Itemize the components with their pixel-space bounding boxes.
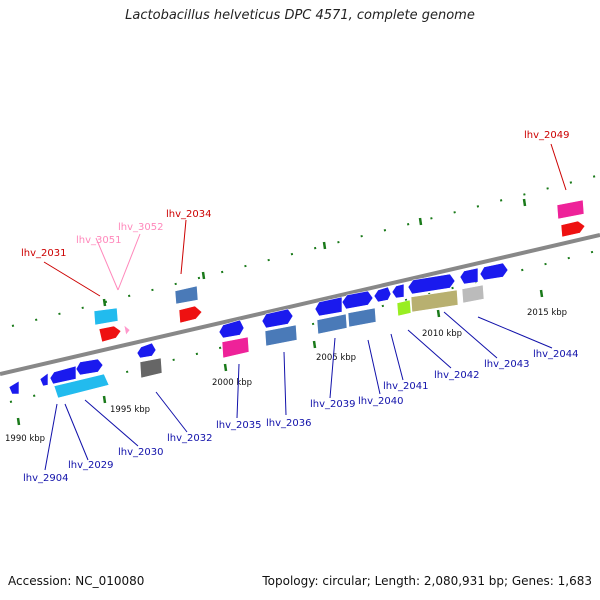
cds-feature[interactable]	[8, 380, 20, 395]
major-tick	[436, 309, 441, 318]
tick-label: 1990 kbp	[5, 434, 45, 444]
tick-label: 2000 kbp	[212, 378, 252, 388]
cds-feature[interactable]	[314, 296, 343, 317]
gene-label[interactable]: lhv_3051	[76, 235, 121, 246]
scale-labels: 1990 kbp 1995 kbp 2000 kbp 2005 kbp 2010…	[5, 308, 567, 444]
cds-feature[interactable]	[218, 319, 245, 339]
tick-label: 2010 kbp	[422, 329, 462, 339]
cds-feature[interactable]	[53, 373, 110, 399]
gene-label[interactable]: lhv_2042	[434, 370, 479, 381]
cds-feature[interactable]	[461, 284, 485, 304]
guide-track-upper	[11, 174, 600, 327]
tick-label: 1995 kbp	[110, 405, 150, 415]
cds-feature[interactable]	[39, 372, 49, 387]
leader-line	[550, 143, 567, 191]
gene-label[interactable]: lhv_2031	[21, 248, 66, 259]
major-tick	[522, 198, 527, 207]
leader-line	[329, 337, 336, 399]
cds-feature[interactable]	[174, 285, 199, 305]
topology-text: Topology: circular; Length: 2,080,931 bp…	[262, 574, 592, 588]
cds-feature[interactable]	[556, 199, 585, 220]
major-tick	[102, 395, 107, 404]
cds-feature[interactable]	[49, 365, 77, 385]
major-tick	[223, 363, 228, 372]
leader-line	[43, 261, 101, 297]
tick-label: 2005 kbp	[316, 353, 356, 363]
major-tick	[201, 271, 206, 280]
cds-feature[interactable]	[410, 289, 459, 313]
cds-feature[interactable]	[178, 305, 203, 324]
leader-line	[236, 363, 240, 419]
gene-label[interactable]: lhv_2904	[23, 473, 68, 484]
gene-label[interactable]: lhv_2041	[383, 381, 428, 392]
leader-lines	[43, 143, 567, 471]
leader-line	[390, 333, 404, 381]
cds-feature[interactable]	[136, 342, 157, 359]
gene-label[interactable]: lhv_2036	[266, 418, 311, 429]
cds-feature[interactable]	[396, 299, 412, 317]
leader-line	[84, 399, 139, 447]
gene-labels: lhv_2904 lhv_2029 lhv_2030 lhv_2031 lhv_…	[21, 130, 578, 484]
leader-line	[117, 233, 141, 291]
leader-line	[44, 403, 58, 471]
gene-label[interactable]: lhv_2043	[484, 359, 529, 370]
genome-backbone	[0, 233, 600, 376]
cds-feature[interactable]	[221, 336, 250, 359]
leader-line	[443, 311, 498, 359]
major-tick	[312, 340, 317, 349]
cds-feature[interactable]	[407, 273, 456, 295]
gene-label[interactable]: lhv_2040	[358, 396, 403, 407]
tick-label: 2015 kbp	[527, 308, 567, 318]
map-title: Lactobacillus helveticus DPC 4571, compl…	[125, 8, 475, 23]
major-tick	[539, 289, 544, 298]
cds-feature[interactable]	[264, 324, 298, 347]
major-tick	[418, 217, 423, 226]
cds-feature[interactable]	[123, 324, 131, 336]
cds-feature[interactable]	[373, 286, 392, 303]
gene-label[interactable]: lhv_2049	[524, 130, 569, 141]
cds-feature[interactable]	[316, 313, 348, 335]
gene-label[interactable]: lhv_2030	[118, 447, 163, 458]
cds-feature[interactable]	[391, 283, 405, 299]
cds-feature[interactable]	[479, 262, 509, 281]
guide-tracks	[9, 174, 600, 403]
gene-label[interactable]: lhv_2044	[533, 349, 578, 360]
leader-line	[155, 391, 188, 433]
major-tick	[16, 417, 21, 426]
cds-feature[interactable]	[459, 267, 479, 285]
accession-text: Accession: NC_010080	[8, 574, 145, 588]
gene-features	[8, 199, 586, 399]
cds-feature[interactable]	[139, 357, 163, 379]
leader-line	[64, 403, 89, 461]
cds-feature[interactable]	[75, 358, 104, 376]
gene-label[interactable]: lhv_2034	[166, 209, 211, 220]
leader-line	[407, 329, 452, 369]
major-tick	[322, 241, 327, 250]
gene-label[interactable]: lhv_3052	[118, 222, 163, 233]
leader-line	[283, 351, 287, 416]
major-tick	[102, 298, 107, 307]
gene-label[interactable]: lhv_2039	[310, 399, 355, 410]
cds-feature[interactable]	[93, 307, 119, 326]
leader-line	[180, 219, 187, 275]
gene-label[interactable]: lhv_2032	[167, 433, 212, 444]
gene-label[interactable]: lhv_2035	[216, 420, 261, 431]
cds-feature[interactable]	[560, 220, 586, 238]
leader-line	[95, 237, 119, 291]
gene-label[interactable]: lhv_2029	[68, 460, 113, 471]
cds-feature[interactable]	[98, 325, 122, 343]
cds-feature[interactable]	[341, 290, 374, 310]
leader-line	[367, 339, 381, 395]
cds-feature[interactable]	[261, 308, 294, 329]
cds-feature[interactable]	[347, 307, 377, 328]
leader-line	[477, 316, 553, 349]
major-ticks	[16, 198, 544, 426]
